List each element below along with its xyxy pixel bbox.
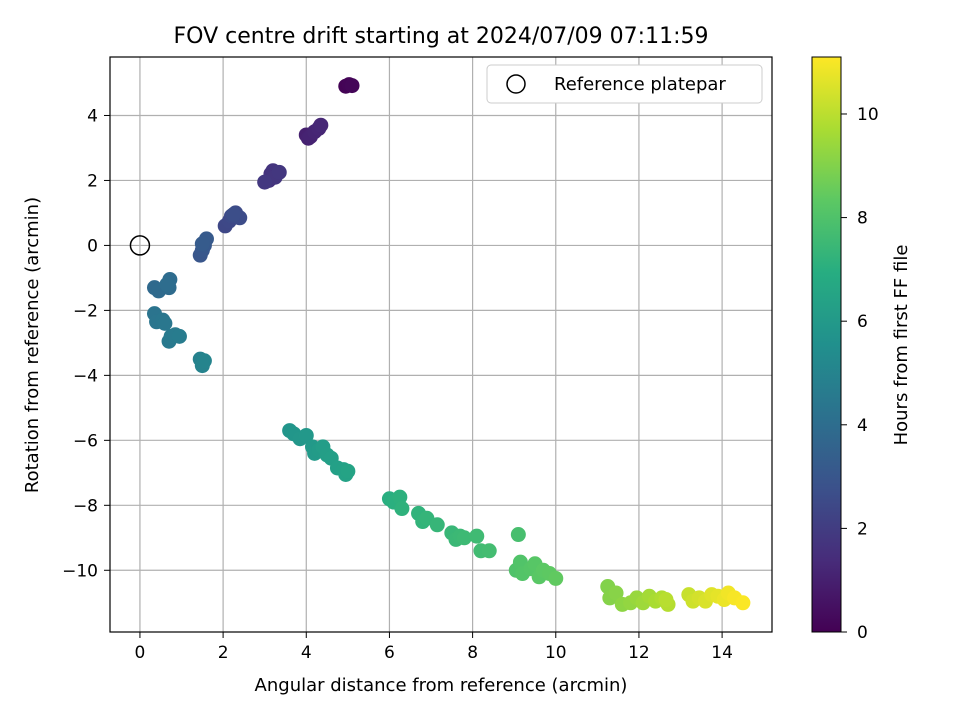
y-tick-label: −10	[62, 561, 98, 581]
legend-reference-marker	[506, 74, 526, 94]
y-tick-label: 2	[87, 171, 98, 191]
colorbar-tick-label: 2	[857, 519, 868, 539]
y-tick-label: −4	[73, 366, 98, 386]
y-tick-label: −6	[73, 431, 98, 451]
x-axis-label: Angular distance from reference (arcmin)	[255, 675, 628, 696]
x-tick-label: 12	[628, 643, 650, 663]
legend: Reference platepar	[486, 64, 763, 104]
y-axis-label: Rotation from reference (arcmin)	[22, 197, 43, 493]
data-point	[157, 315, 173, 331]
data-point	[608, 585, 624, 601]
data-point	[257, 174, 273, 190]
colorbar-tick-label: 8	[857, 209, 868, 229]
data-point	[510, 527, 526, 543]
colorbar-tick-label: 6	[857, 312, 868, 332]
data-point	[394, 501, 410, 517]
x-tick-label: 6	[384, 643, 395, 663]
data-point	[226, 207, 242, 223]
data-point	[735, 595, 751, 611]
data-point	[392, 489, 408, 505]
x-tick-label: 0	[135, 643, 146, 663]
data-point	[481, 543, 497, 559]
plot-frame	[109, 56, 773, 633]
data-point	[171, 328, 187, 344]
colorbar-tick-label: 10	[857, 105, 879, 125]
data-point	[469, 528, 485, 544]
x-axis-ticks: 0 2 4 6 8 10 12 14	[135, 632, 733, 663]
legend-label: Reference platepar	[554, 74, 726, 95]
legend-box	[486, 64, 763, 104]
data-point	[340, 463, 356, 479]
y-tick-label: −8	[73, 496, 98, 516]
data-point	[196, 353, 212, 369]
data-point	[429, 517, 445, 533]
colorbar-ticks: 0 2 4 6 8 10	[841, 105, 879, 643]
x-tick-label: 2	[218, 643, 229, 663]
reference-marker	[129, 235, 151, 256]
data-point	[313, 117, 329, 133]
data-point	[548, 570, 564, 586]
x-tick-label: 10	[545, 643, 567, 663]
colorbar-tick-label: 0	[857, 623, 868, 643]
data-point	[658, 592, 674, 608]
x-tick-label: 8	[467, 643, 478, 663]
data-point	[271, 164, 287, 180]
x-tick-label: 14	[711, 643, 733, 663]
y-tick-label: 0	[87, 236, 98, 256]
chart-title: FOV centre drift starting at 2024/07/09 …	[174, 24, 709, 49]
data-point	[194, 236, 210, 252]
data-point	[298, 427, 314, 443]
colorbar	[811, 56, 842, 633]
data-points	[146, 77, 751, 612]
colorbar-label: Hours from first FF file	[891, 245, 912, 446]
data-point	[159, 276, 175, 292]
y-tick-label: 4	[87, 106, 98, 126]
y-tick-label: −2	[73, 301, 98, 321]
y-axis-ticks: 4 2 0 −2 −4 −6 −8 −10	[62, 106, 110, 581]
colorbar-tick-label: 4	[857, 416, 868, 436]
reference-point	[129, 235, 151, 256]
data-point	[344, 78, 360, 94]
grid-lines	[110, 57, 772, 632]
x-tick-label: 4	[301, 643, 312, 663]
data-point	[456, 530, 472, 546]
